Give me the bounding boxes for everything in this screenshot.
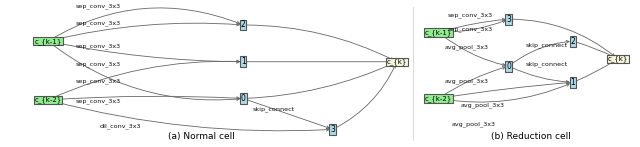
Text: sep_conv_3x3: sep_conv_3x3 (76, 20, 121, 26)
Text: sep_conv_3x3: sep_conv_3x3 (76, 44, 121, 49)
Text: c_{k}: c_{k} (387, 58, 407, 65)
Text: c_{k-1}: c_{k-1} (35, 38, 61, 45)
Text: 3: 3 (506, 15, 511, 24)
Text: 2: 2 (241, 20, 246, 30)
Text: 0: 0 (241, 94, 246, 103)
Text: 1: 1 (570, 78, 575, 87)
Text: sep_conv_3x3: sep_conv_3x3 (76, 79, 121, 84)
Text: 2: 2 (570, 37, 575, 46)
Text: avg_pool_3x3: avg_pool_3x3 (445, 78, 489, 84)
Text: sep_conv_3x3: sep_conv_3x3 (76, 61, 121, 67)
Text: skip_connect: skip_connect (526, 42, 568, 48)
Text: (b) Reduction cell: (b) Reduction cell (492, 132, 571, 141)
Text: sep_conv_3x3: sep_conv_3x3 (448, 13, 493, 18)
Text: skip_connect: skip_connect (526, 61, 568, 67)
Text: 3: 3 (330, 125, 335, 134)
Text: (a) Normal cell: (a) Normal cell (168, 132, 235, 141)
Text: c_{k-2}: c_{k-2} (425, 95, 452, 102)
Text: 1: 1 (241, 57, 246, 66)
Text: sep_conv_3x3: sep_conv_3x3 (76, 4, 121, 9)
Text: c_{k-1}: c_{k-1} (425, 29, 452, 36)
Text: c_{k}: c_{k} (607, 55, 628, 62)
Text: avg_pool_3x3: avg_pool_3x3 (461, 102, 505, 108)
Text: 0: 0 (506, 62, 511, 71)
Text: dil_conv_3x3: dil_conv_3x3 (99, 123, 141, 128)
Text: avg_pool_3x3: avg_pool_3x3 (445, 44, 489, 50)
Text: skip_connect: skip_connect (253, 107, 295, 112)
Text: c_{k-2}: c_{k-2} (35, 97, 61, 103)
Text: avg_pool_3x3: avg_pool_3x3 (451, 121, 495, 127)
Text: sep_conv_3x3: sep_conv_3x3 (448, 27, 493, 32)
Text: sep_conv_3x3: sep_conv_3x3 (76, 98, 121, 103)
